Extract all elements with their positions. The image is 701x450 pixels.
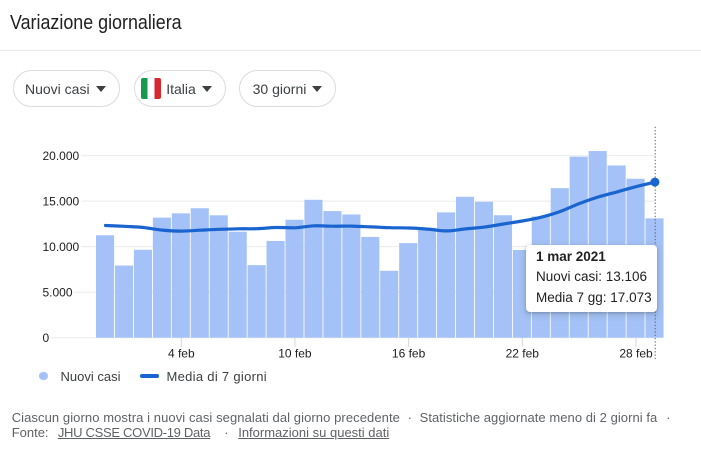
svg-text:22 feb: 22 feb <box>506 346 540 360</box>
svg-text:15.000: 15.000 <box>43 194 80 208</box>
svg-text:16 feb: 16 feb <box>392 346 426 360</box>
svg-text:5.000: 5.000 <box>43 285 73 299</box>
svg-text:0: 0 <box>43 331 50 345</box>
svg-text:20.000: 20.000 <box>43 149 80 163</box>
svg-text:10 feb: 10 feb <box>278 346 312 360</box>
svg-text:28 feb: 28 feb <box>619 346 653 360</box>
svg-text:10.000: 10.000 <box>43 240 80 254</box>
svg-text:4 feb: 4 feb <box>168 346 195 360</box>
